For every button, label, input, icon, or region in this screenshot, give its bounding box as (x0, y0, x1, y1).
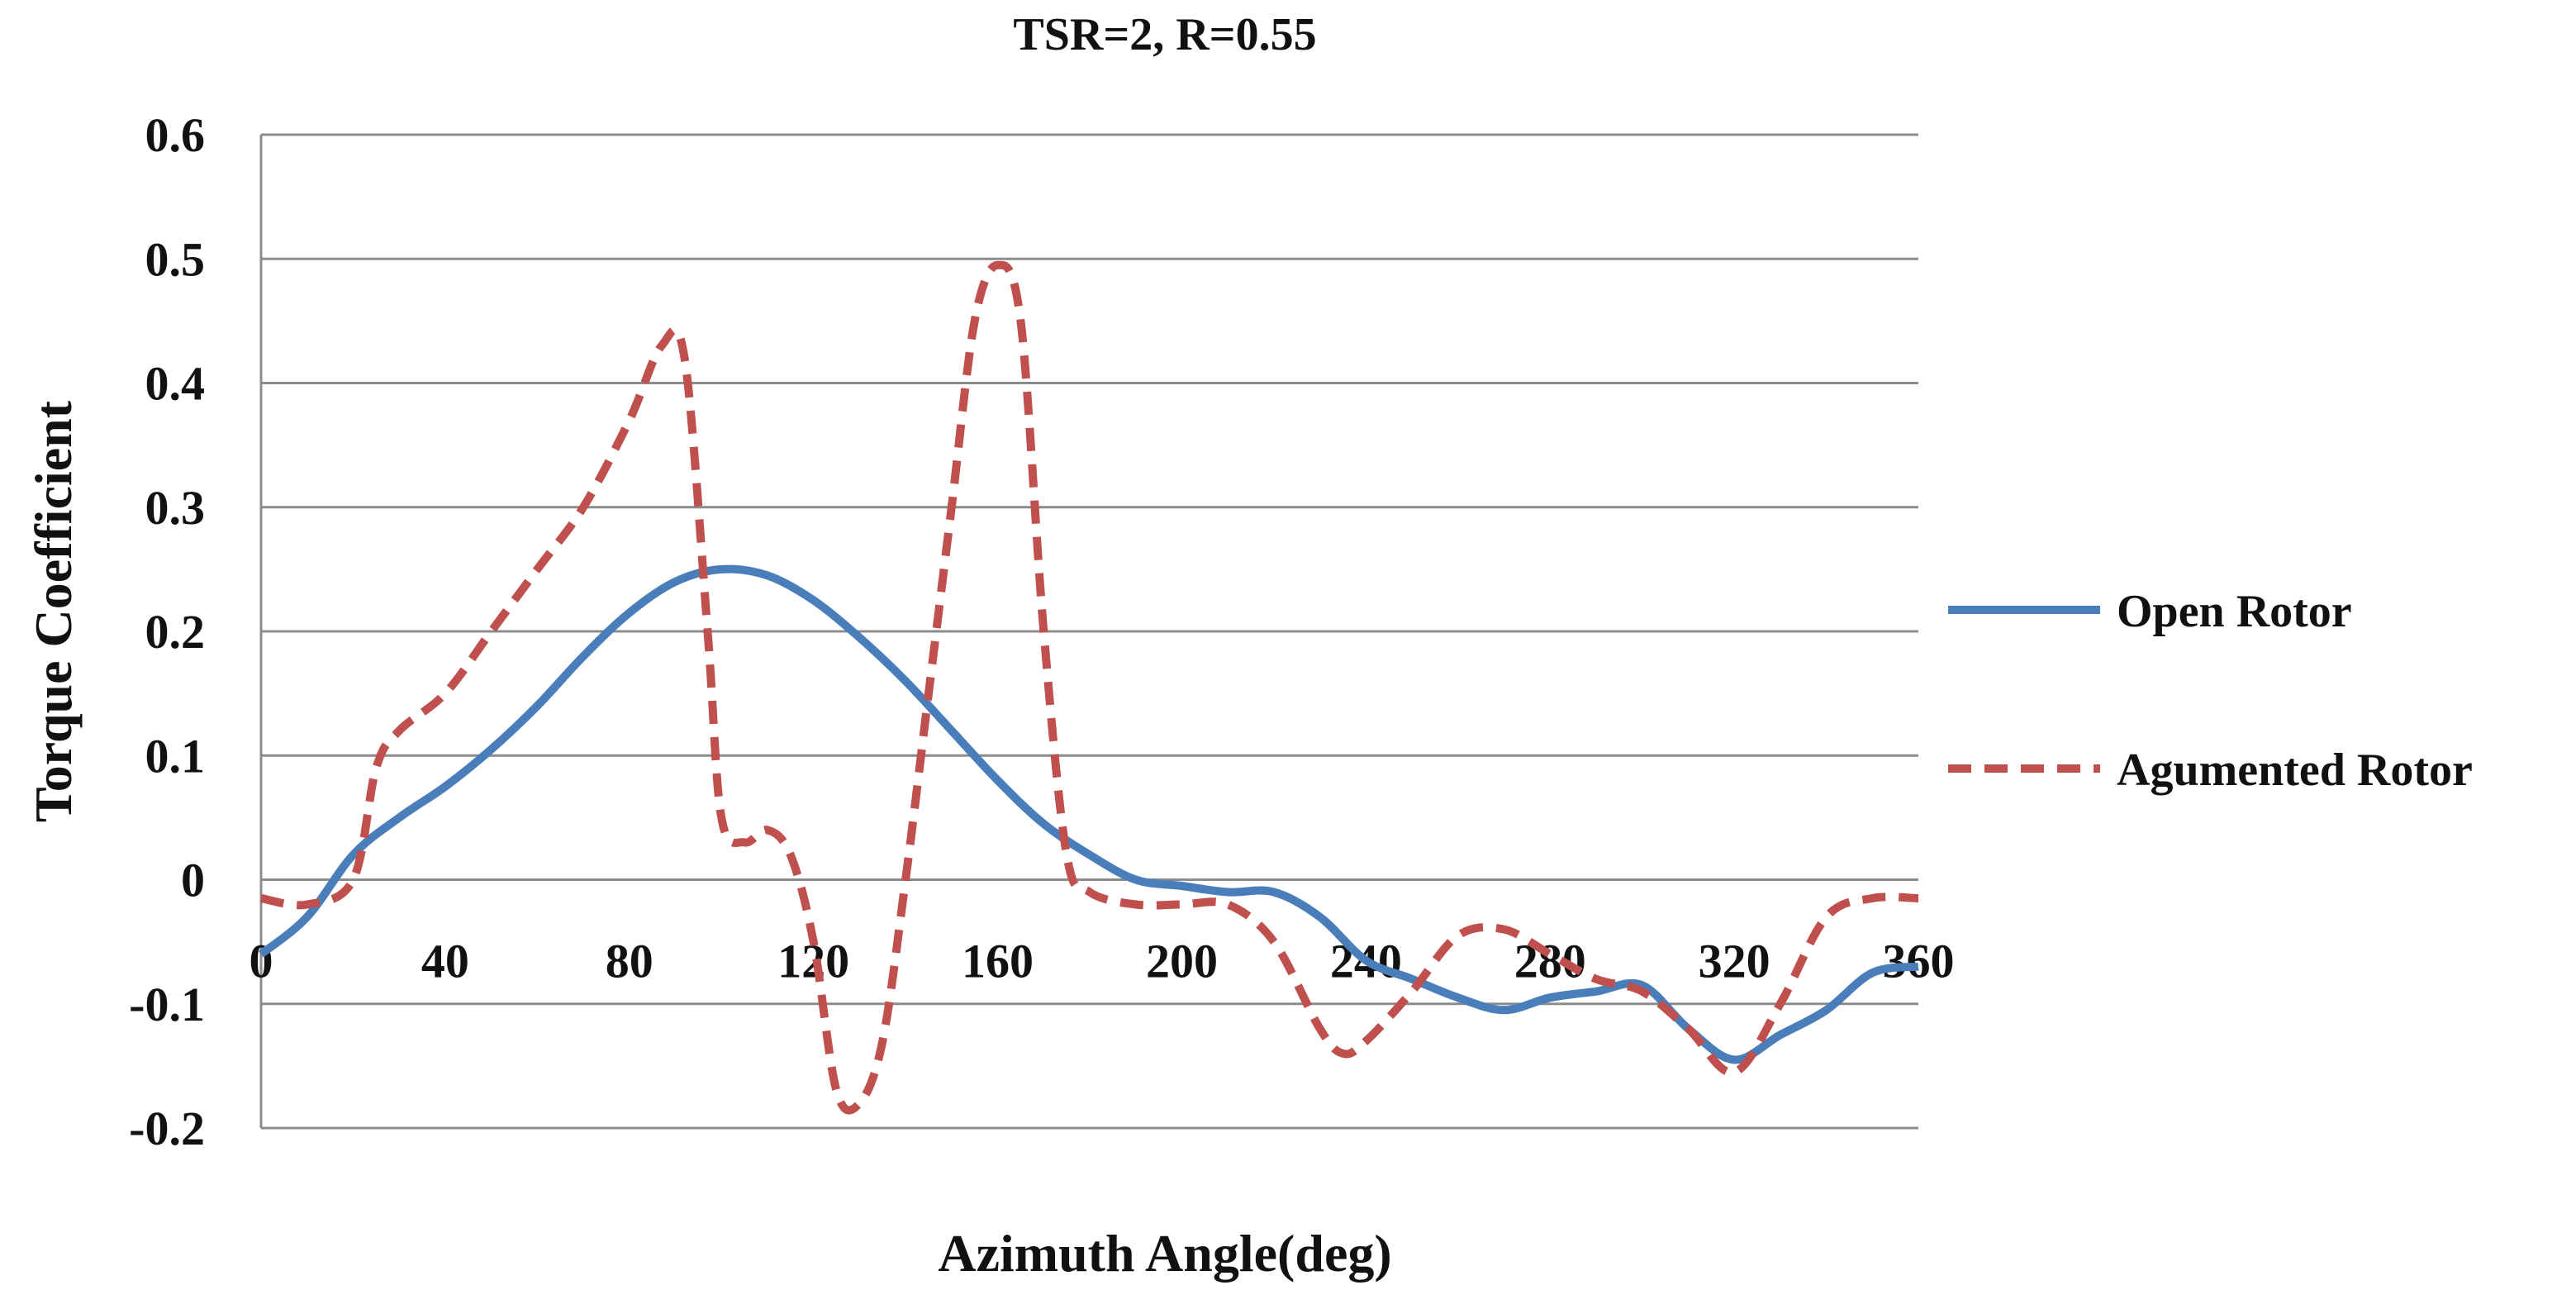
series-line-open-rotor (258, 564, 1919, 1064)
y-tick-label: 0.5 (145, 232, 206, 286)
y-tick-label: 0.6 (145, 108, 206, 162)
series-lines (258, 260, 1919, 1115)
series-line-augmented-rotor (260, 260, 1919, 1115)
gridlines (261, 133, 1918, 1130)
y-tick-labels: -0.2 -0.1 0 0.1 0.2 0.3 0.4 0.5 0.6 (129, 108, 205, 1155)
y-tick-label: 0 (181, 854, 205, 907)
x-tick-label: 200 (1146, 935, 1218, 988)
y-axis-label: Torque Coefficient (24, 400, 83, 822)
legend-label: Agumented Rotor (2117, 745, 2473, 796)
y-tick-label: 0.2 (145, 605, 206, 659)
y-tick-label: -0.2 (129, 1102, 205, 1155)
x-tick-label: 280 (1514, 935, 1586, 988)
y-tick-label: 0.4 (145, 357, 206, 411)
x-tick-label: 80 (606, 935, 654, 988)
x-tick-label: 40 (421, 935, 469, 988)
legend-label: Open Rotor (2117, 586, 2352, 637)
x-axis-label: Azimuth Angle(deg) (938, 1224, 1391, 1283)
y-tick-label: 0.1 (145, 729, 206, 783)
x-tick-label: 360 (1883, 935, 1955, 988)
x-tick-label: 320 (1699, 935, 1770, 988)
y-tick-label: 0.3 (145, 481, 206, 535)
x-tick-label: 160 (962, 935, 1034, 988)
x-tick-labels: 0 40 80 120 160 200 240 280 320 360 (250, 935, 1955, 988)
y-tick-label: -0.1 (129, 978, 205, 1031)
chart-title: TSR=2, R=0.55 (1013, 9, 1316, 60)
x-tick-label: 0 (250, 935, 273, 988)
legend: Open Rotor Agumented Rotor (1948, 586, 2473, 796)
